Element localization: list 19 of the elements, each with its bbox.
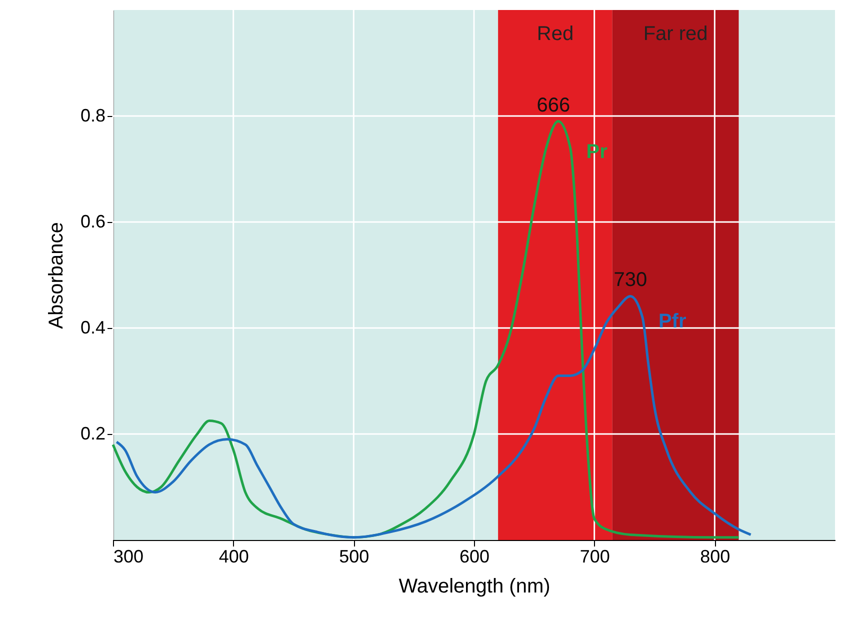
- x-tick-label: 500: [339, 546, 370, 566]
- y-tick-label: 0.2: [80, 424, 106, 444]
- x-tick-label: 800: [700, 546, 730, 566]
- y-tick-label: 0.8: [80, 106, 106, 126]
- line-series: [112, 120, 740, 539]
- x-tick-label: 300: [114, 546, 144, 566]
- y-axis-title: Absorbance: [45, 222, 68, 329]
- x-tick-label: 600: [459, 546, 490, 566]
- band-label: Red: [536, 23, 574, 45]
- x-tick-label: 700: [580, 546, 610, 566]
- band-label: Far red: [643, 23, 708, 45]
- annotation: 730: [614, 269, 648, 292]
- y-tick-label: 0.4: [80, 318, 106, 338]
- annotation: 666: [536, 94, 570, 116]
- x-tick-label: 400: [218, 546, 249, 566]
- y-tick-label: 0.6: [80, 212, 106, 232]
- line-series: [115, 294, 752, 539]
- series-label: Pfr: [658, 310, 686, 332]
- x-axis-title: Wavelength (nm): [398, 576, 550, 598]
